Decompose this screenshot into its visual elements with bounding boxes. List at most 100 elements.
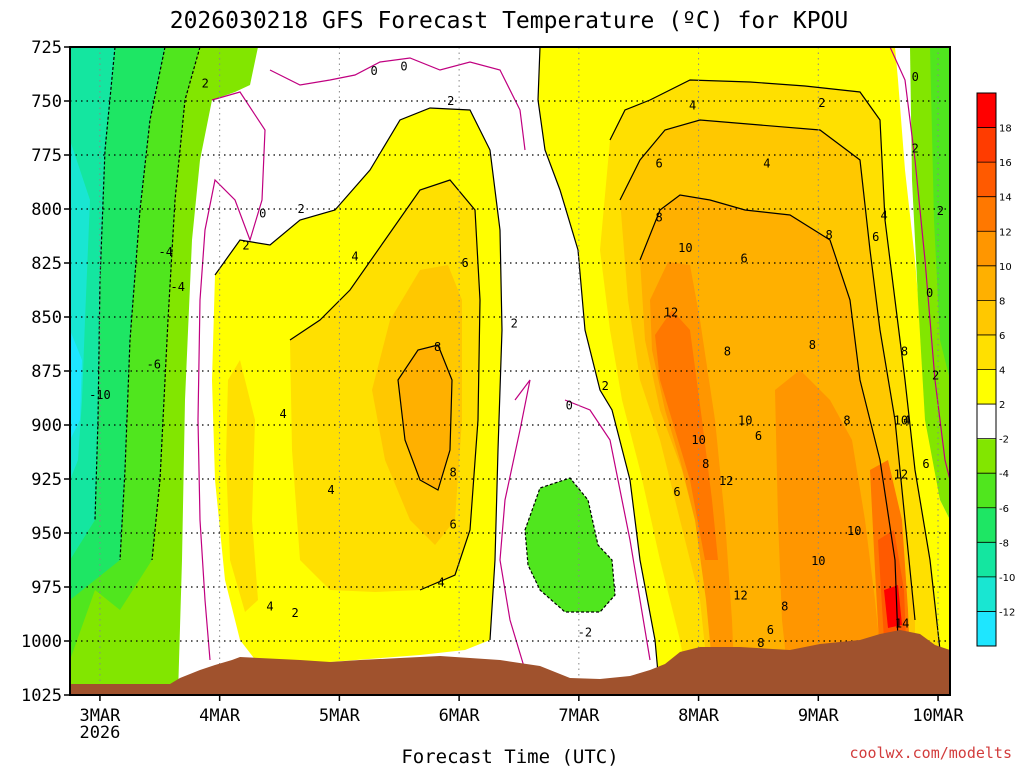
colorbar-swatch (977, 334, 996, 370)
contour-label: -6 (147, 358, 161, 372)
colorbar-swatch (977, 93, 996, 129)
contour-label: 4 (279, 407, 286, 421)
contour-label: 0 (926, 286, 933, 300)
colorbar-label: 8 (999, 296, 1005, 307)
x-tick-label: 4MAR (199, 706, 241, 726)
fill-region-cold-pocket (525, 478, 615, 612)
contour-label: 4 (327, 483, 334, 497)
x-tick-label: 8MAR (678, 706, 720, 726)
contour-4-line (289, 179, 481, 591)
colorbar-label: -10 (999, 573, 1015, 584)
contour-label: 10 (738, 414, 752, 428)
contour-label: 12 (733, 589, 747, 603)
colorbar-label: -2 (999, 435, 1009, 446)
contour-label: 8 (781, 599, 788, 613)
contour-label: 2 (447, 94, 454, 108)
contour-4-line-b (609, 79, 941, 651)
contour-zero-line-5 (889, 47, 950, 481)
colorbar-label: 6 (999, 331, 1005, 342)
contour-zero-line-2 (269, 57, 526, 151)
colorbar-label: -12 (999, 607, 1015, 618)
y-tick-label: 975 (31, 578, 62, 598)
contour-label: 2 (511, 316, 518, 330)
contour-label: 4 (903, 414, 910, 428)
contour-label: 10 (691, 433, 705, 447)
contour-label: 4 (881, 208, 888, 222)
contour-label: 6 (872, 230, 879, 244)
y-tick-label: 725 (31, 38, 62, 58)
y-tick-label: 900 (31, 416, 62, 436)
filled-contours (70, 47, 950, 695)
colorbar-label: 18 (999, 124, 1012, 135)
contour-8-line-a (397, 344, 453, 491)
contour-label: 8 (809, 338, 816, 352)
y-tick-label: 875 (31, 362, 62, 382)
x-tick-label: 10MAR (912, 706, 964, 726)
contour-label: 10 (811, 554, 825, 568)
contour-zero-line-3 (499, 379, 531, 671)
contour-label: 0 (566, 399, 573, 413)
contour-label: 4 (689, 98, 696, 112)
contour-label: 2 (818, 96, 825, 110)
contour-label: 10 (678, 241, 692, 255)
colorbar-label: -8 (999, 538, 1009, 549)
colorbar: -12 -10 -8 -6 -4 -2 2 4 6 8 10 12 14 16 18 (976, 92, 1015, 647)
colorbar-swatch (977, 507, 996, 543)
contour-label: 4 (266, 599, 273, 613)
contour-label: 8 (901, 345, 908, 359)
x-tick-label: 3MAR (79, 706, 121, 726)
contour-label: 2 (202, 77, 209, 91)
contour-label: 6 (461, 256, 468, 270)
contour-label: -10 (89, 388, 111, 402)
contour-6-line (619, 119, 916, 621)
colorbar-label: -6 (999, 504, 1009, 515)
y-tick-label: 1025 (21, 686, 62, 706)
contour-label: 14 (895, 617, 909, 631)
contour-label: 0 (912, 70, 919, 84)
contour-label: -4 (171, 280, 185, 294)
y-tick-label: 750 (31, 92, 62, 112)
contour-neg4-line (151, 47, 201, 561)
contour-2-line (214, 107, 503, 641)
contour-label: 8 (724, 345, 731, 359)
contour-label: 2 (932, 368, 939, 382)
y-tick-label: 950 (31, 524, 62, 544)
colorbar-label: 14 (999, 193, 1012, 204)
colorbar-label: 2 (999, 400, 1005, 411)
contour-2-line-b (537, 47, 661, 695)
colorbar-label: 4 (999, 366, 1005, 377)
contour-label: 0 (370, 64, 377, 78)
x-axis-label: Forecast Time (UTC) (401, 746, 618, 768)
x-tick-label: 5MAR (319, 706, 361, 726)
contour-label: 6 (755, 429, 762, 443)
contour-label: -2 (578, 625, 592, 639)
y-tick-label: 800 (31, 200, 62, 220)
y-tick-label: 775 (31, 146, 62, 166)
contour-label: -4 (159, 245, 173, 259)
contour-label: 0 (259, 206, 266, 220)
colorbar-swatch (977, 231, 996, 267)
contour-label: 0 (400, 59, 407, 73)
contour-label: 8 (655, 211, 662, 225)
colorbar-swatch (977, 300, 996, 336)
colorbar-swatch (977, 196, 996, 232)
contour-zero-line-4 (564, 399, 651, 661)
contour-label: 6 (767, 623, 774, 637)
plot-area (70, 47, 950, 695)
fill-region-warm-b-12 (655, 310, 718, 560)
x-tick-label: 7MAR (558, 706, 600, 726)
contour-label: 2 (937, 204, 944, 218)
colorbar-swatch (977, 473, 996, 509)
contour-zero-line (197, 91, 266, 661)
contour-neg8-line (94, 47, 116, 521)
contour-label: 2 (912, 142, 919, 156)
gridlines (70, 47, 950, 695)
contour-label: 8 (757, 636, 764, 650)
contour-label: 6 (922, 457, 929, 471)
colorbar-swatch (977, 542, 996, 578)
contour-label: 12 (664, 306, 678, 320)
credit-link[interactable]: coolwx.com/modelts (849, 744, 1012, 762)
y-axis: 725 750 775 800 825 850 875 900 925 950 975 1000 102… (21, 38, 70, 706)
